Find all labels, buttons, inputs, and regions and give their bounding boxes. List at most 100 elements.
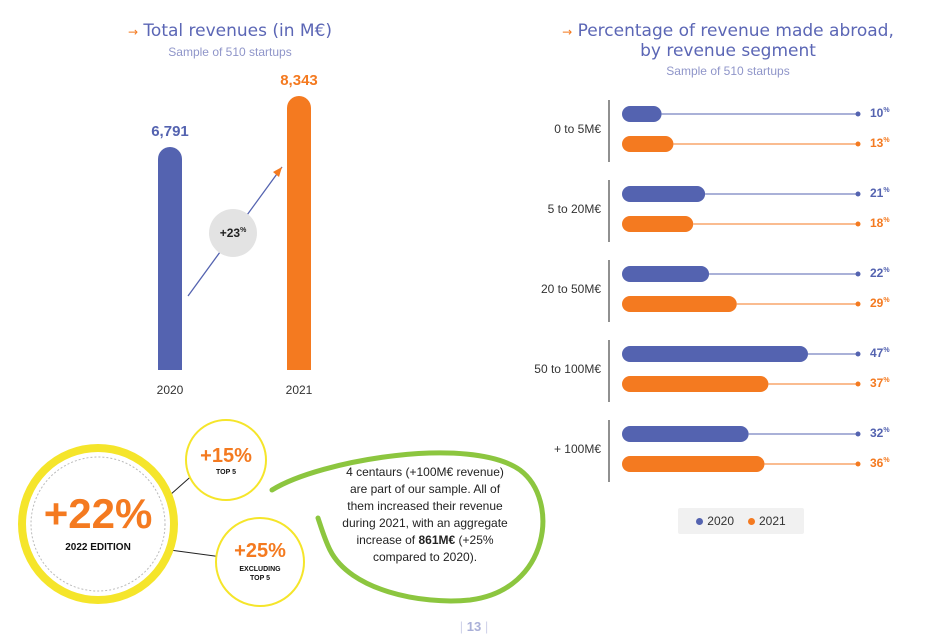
segment-label: 20 to 50M€ [540,282,601,296]
legend-item-2020: 2020 [696,514,734,528]
bar-end-dot [855,111,861,117]
bar-value-number: 21 [870,186,884,200]
bar-value-unit: % [883,347,890,354]
bar-2021 [287,96,311,370]
excl-top5-value: +25% [234,540,286,562]
bar-value-unit: % [883,297,890,304]
bar-value-label-2020: 10% [870,106,890,120]
bar-value-unit: % [883,137,890,144]
bar-value-label-2021: 18% [870,216,890,230]
main-highlight-value: +22% [43,490,153,537]
bar-value-unit: % [883,377,890,384]
highlights-graphic [18,419,546,607]
bar-2020 [158,146,182,370]
bar-2021 [622,216,694,232]
bar-value-unit: % [883,427,890,434]
connector-line-excl [169,549,223,558]
bar-end-dot [855,141,861,147]
bar-value-number: 18 [870,216,884,230]
bar-value-number: 32 [870,426,884,440]
segment-label: 5 to 20M€ [547,202,601,216]
page-number-divider-right: | [484,619,489,634]
right-chart-subtitle: Sample of 510 startups [666,64,790,78]
page-number-divider-left: | [459,619,464,634]
excl-top5-label-line1: EXCLUDING [239,566,281,573]
page-number: | 13 | [456,619,492,634]
top5-label: TOP 5 [216,469,236,476]
left-chart-subtitle: Sample of 510 startups [168,45,292,59]
legend-label-2021: 2021 [759,514,786,528]
main-highlight-label: 2022 EDITION [65,542,131,553]
x-tick-label-2021: 2021 [285,383,313,397]
bar-end-dot [855,191,861,197]
excl-top5-label-line2: TOP 5 [250,575,270,583]
legend-label-2020: 2020 [707,514,734,528]
right-chart-title-line1: Percentage of revenue made abroad, [577,21,894,41]
segment-label: + 100M€ [553,442,601,456]
bar-value-number: 36 [870,456,884,470]
bar-end-dot [855,461,861,467]
legend-dot-2020 [696,518,704,526]
bar-end-dot [855,221,861,227]
excl-top5-circle [215,517,305,607]
bar-2021 [622,376,769,392]
bar-value-unit: % [883,267,890,274]
legend-item-2021: 2021 [748,514,786,528]
left-chart-title: → Total revenues (in M€) [120,21,340,41]
bar-end-dot [855,301,861,307]
bar-value-unit: % [883,187,890,194]
main-highlight-circle [18,444,178,604]
arrow-right-icon: → [562,25,573,39]
callout-text-bold: 861M€ [418,533,456,547]
bar-value-unit: % [883,107,890,114]
chart-legend: 2020 2021 [678,508,804,534]
bar-value-label-2021: 37% [870,376,890,390]
bar-value-label-2020: 21% [870,186,890,200]
right-chart-title: → Percentage of revenue made abroad, [548,21,908,41]
bar-value-unit: % [883,457,890,464]
bar-end-dot [855,381,861,387]
segment-label: 50 to 100M€ [534,362,601,376]
legend-dot-2021 [748,518,755,526]
callout-text: 4 centaurs (+100M€ revenue) are part of … [340,464,510,566]
excl-top5-label: EXCLUDING TOP 5 [216,565,304,583]
x-tick-label-2020: 2020 [156,383,184,397]
callout-text-tail: (+25% compared to 2020). [372,533,494,564]
bar-2021 [622,136,674,152]
bar-value-label-2020: 22% [870,266,890,280]
bar-value-label-2021: 29% [870,296,890,310]
bar-end-dot [855,271,861,277]
top5-circle [185,419,267,501]
arrow-right-icon: → [127,25,139,39]
bar-value-label-2020: 6,791 [151,122,189,140]
growth-unit: % [240,227,247,234]
bar-value-label-2020: 47% [870,346,890,360]
bar-2021 [622,456,765,472]
growth-badge-label: +23% [209,226,257,240]
bar-2020 [622,186,706,202]
growth-badge [209,209,257,257]
top5-value: +15% [200,445,252,467]
bar-value-label-2021: 36% [870,456,890,470]
bar-2020 [622,266,710,282]
bar-2020 [622,106,662,122]
bar-2020 [622,346,808,362]
bar-value-label-2021: 13% [870,136,890,150]
bar-value-label-2021: 8,343 [280,72,318,89]
growth-arrow-head [273,167,282,177]
callout-bubble [269,450,546,604]
bar-value-number: 13 [870,136,884,150]
left-chart-title-text: Total revenues (in M€) [143,21,333,41]
bar-value-unit: % [883,217,890,224]
bar-end-dot [855,351,861,357]
main-highlight-inner-ring [30,456,166,592]
bar-2020 [622,426,749,442]
bar-value-number: 29 [870,296,884,310]
segment-label: 0 to 5M€ [554,122,601,136]
right-chart-title-line2: by revenue segment [640,41,816,61]
bar-value-number: 22 [870,266,884,280]
callout-text-body: 4 centaurs (+100M€ revenue) are part of … [342,465,508,547]
page-number-value: 13 [466,619,482,634]
bar-value-number: 10 [870,106,884,120]
